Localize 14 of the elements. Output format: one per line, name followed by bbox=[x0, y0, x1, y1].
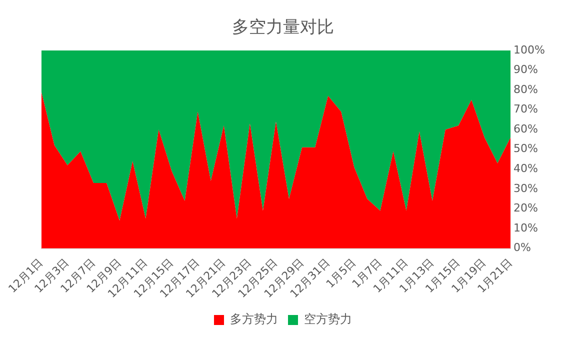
y-tick-label: 90% bbox=[514, 63, 538, 76]
y-tick-label: 80% bbox=[514, 82, 538, 96]
y-tick-label: 50% bbox=[514, 142, 538, 156]
legend-label: 多方势力 bbox=[230, 312, 278, 326]
y-tick-label: 40% bbox=[514, 162, 538, 176]
y-tick-label: 30% bbox=[514, 182, 538, 195]
y-tick-label: 0% bbox=[514, 241, 532, 254]
y-tick-label: 10% bbox=[514, 221, 538, 234]
y-tick-label: 100% bbox=[514, 43, 546, 56]
y-tick-label: 20% bbox=[514, 202, 538, 215]
y-tick-label: 60% bbox=[514, 122, 538, 136]
y-tick-label: 70% bbox=[514, 102, 538, 116]
chart-title: 多空力量对比 bbox=[232, 18, 334, 38]
legend-label: 空方势力 bbox=[304, 312, 352, 326]
